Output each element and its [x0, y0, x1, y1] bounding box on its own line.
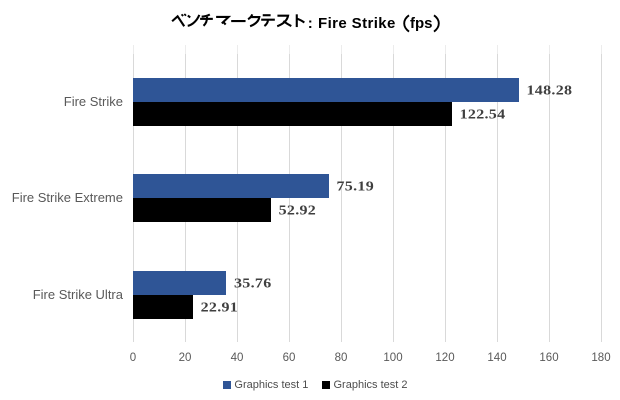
svg-text::: : [308, 15, 313, 32]
svg-text:fps: fps [410, 15, 433, 32]
svg-text:Fire Strike: Fire Strike [318, 15, 396, 32]
